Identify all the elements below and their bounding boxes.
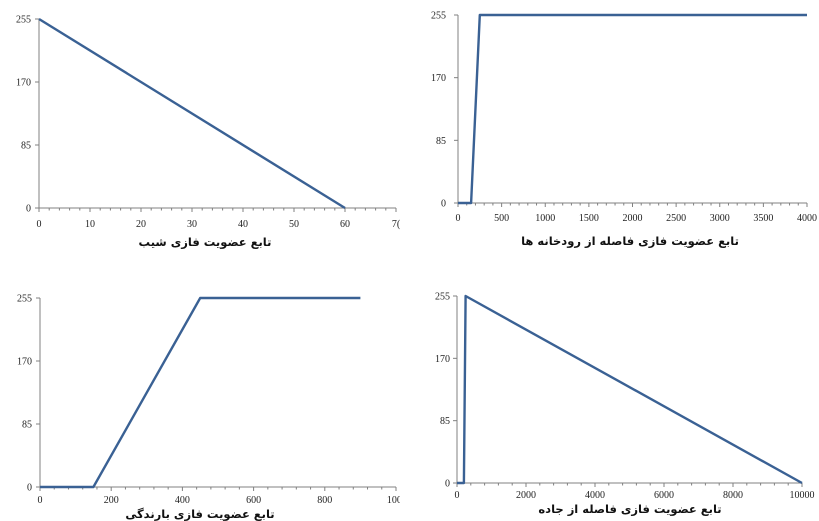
chart-svg: 0 85 170 255 0 10 20 30 40 50 60 7( تابع عضویت فازی … xyxy=(16,15,400,251)
x-tick-label: 1000 xyxy=(535,213,555,224)
chart-svg: 0 85 170 255 0 500 1000 1500 2000 2500 3000 3500 400… xyxy=(431,11,817,250)
x-tick-label: 2000 xyxy=(516,490,536,501)
x-tick-label: 2000 xyxy=(623,213,643,224)
x-tick-label: 20 xyxy=(136,219,146,230)
x-tick-label: 6000 xyxy=(654,490,674,501)
y-tick-label: 255 xyxy=(16,15,31,26)
x-tick-label: 4000 xyxy=(585,490,605,501)
x-tick-label: 200 xyxy=(104,495,119,506)
y-tick-label: 255 xyxy=(431,11,446,22)
y-tick-label: 170 xyxy=(431,73,446,84)
x-tick-label: 400 xyxy=(175,495,190,506)
x-tick-label: 10 xyxy=(85,219,95,230)
y-tick-label: 85 xyxy=(22,420,32,431)
x-tick-label: 8000 xyxy=(723,490,743,501)
x-tick-label: 10000 xyxy=(790,490,815,501)
x-tick-label: 60 xyxy=(340,219,350,230)
chart-svg: 0 85 170 255 0 2000 4000 6000 8000 10000 تابع عضوی… xyxy=(435,292,815,518)
chart-caption: تابع عضویت فازی فاصله از رودخانه ها xyxy=(521,234,739,249)
chart-rainfall-membership: 0 85 170 255 0 200 400 600 800 100( تابع عضویت فاز… xyxy=(0,283,400,521)
series-line xyxy=(457,294,803,485)
x-tick-label: 3000 xyxy=(710,213,730,224)
chart-road-distance-membership: 0 85 170 255 0 2000 4000 6000 8000 10000 تابع عضوی… xyxy=(410,283,819,521)
x-tick-label: 800 xyxy=(317,495,332,506)
x-tick-label: 0 xyxy=(38,495,43,506)
x-tick-label: 3500 xyxy=(753,213,773,224)
y-tick-label: 0 xyxy=(27,483,32,494)
y-tick-label: 255 xyxy=(435,292,450,303)
x-tick-label: 500 xyxy=(494,213,509,224)
y-tick-label: 85 xyxy=(436,136,446,147)
x-tick-label: 7( xyxy=(392,219,400,230)
series-line xyxy=(458,13,807,205)
x-tick-label: 100( xyxy=(387,495,400,506)
x-tick-label: 1500 xyxy=(579,213,599,224)
y-tick-label: 170 xyxy=(435,354,450,365)
chart-caption: تابع عضویت فازی شیب xyxy=(139,235,272,250)
x-tick-label: 50 xyxy=(289,219,299,230)
y-tick-label: 0 xyxy=(26,204,31,215)
chart-river-distance-membership: 0 85 170 255 0 500 1000 1500 2000 2500 3000 3500 400… xyxy=(410,0,819,260)
y-tick-label: 0 xyxy=(445,479,450,490)
x-tick-label: 0 xyxy=(455,490,460,501)
chart-caption: تابع عضویت فازی فاصله از جاده xyxy=(538,502,721,517)
y-tick-label: 255 xyxy=(17,294,32,305)
chart-slope-membership: 0 85 170 255 0 10 20 30 40 50 60 7( تابع عضویت فازی … xyxy=(0,0,400,260)
x-tick-label: 600 xyxy=(246,495,261,506)
y-tick-label: 85 xyxy=(440,416,450,427)
series-line xyxy=(40,296,361,489)
series-line xyxy=(38,17,346,210)
x-tick-label: 40 xyxy=(238,219,248,230)
x-tick-label: 4000 xyxy=(797,213,817,224)
y-tick-label: 170 xyxy=(16,78,31,89)
y-tick-label: 85 xyxy=(21,141,31,152)
x-tick-label: 2500 xyxy=(666,213,686,224)
y-tick-label: 170 xyxy=(17,357,32,368)
x-tick-label: 0 xyxy=(456,213,461,224)
x-tick-label: 0 xyxy=(37,219,42,230)
chart-svg: 0 85 170 255 0 200 400 600 800 100( تابع عضویت فاز… xyxy=(17,294,400,521)
x-tick-label: 30 xyxy=(187,219,197,230)
y-tick-label: 0 xyxy=(441,199,446,210)
chart-caption: تابع عضویت فازی بارندگی xyxy=(125,507,274,521)
